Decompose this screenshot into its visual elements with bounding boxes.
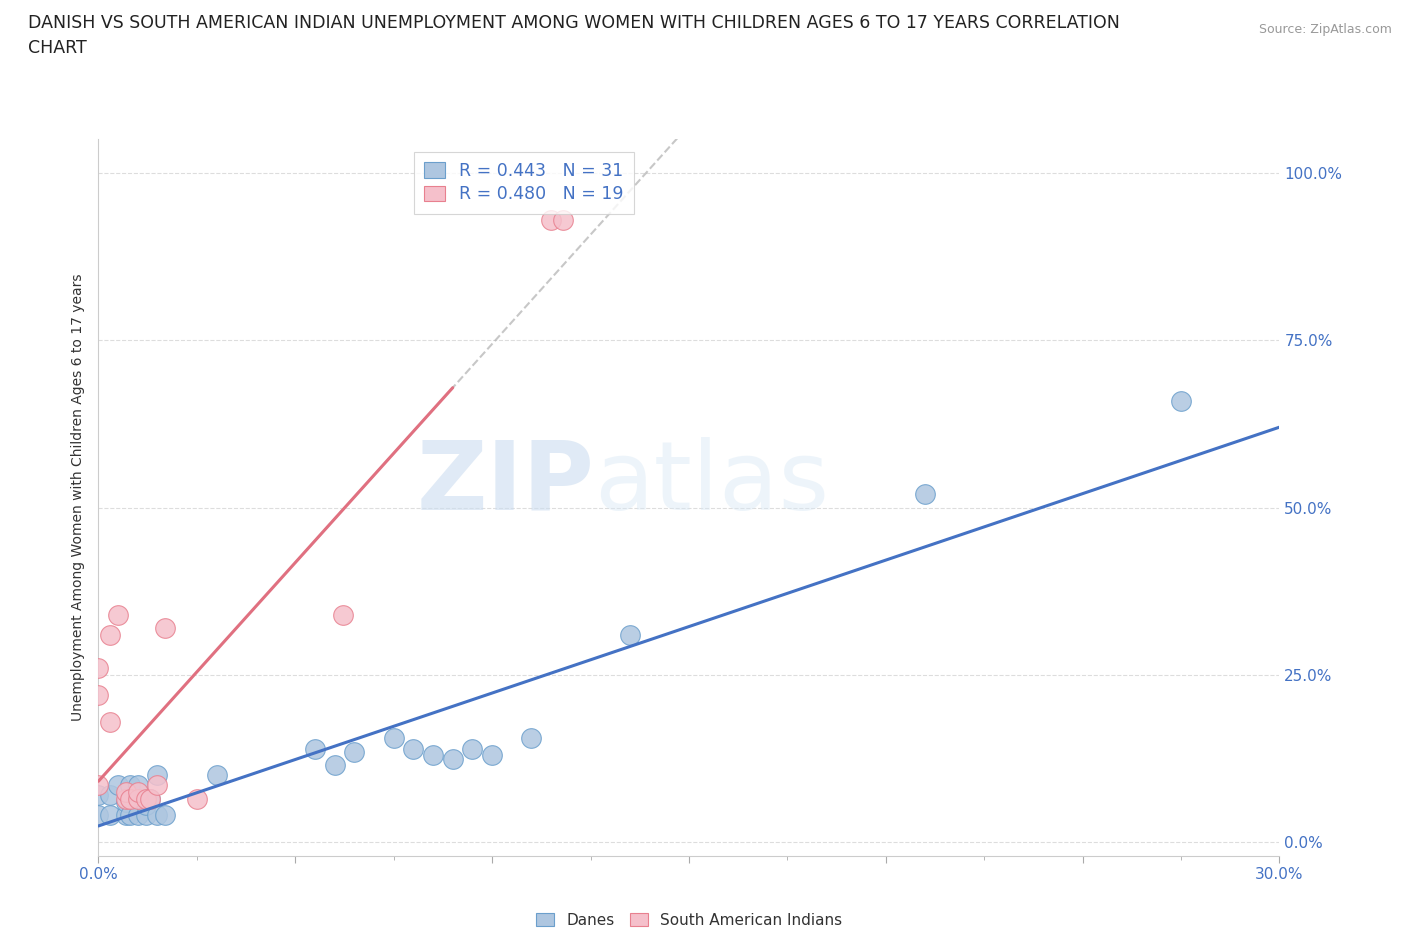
Point [551,212,574,227]
Point [205,768,228,783]
Point [127,785,149,800]
Point [540,212,562,227]
Point [146,777,169,792]
Text: Source: ZipAtlas.com: Source: ZipAtlas.com [1258,23,1392,36]
Point [118,808,141,823]
Point [115,791,138,806]
Point [87,808,110,823]
Point [382,731,405,746]
Point [135,808,157,823]
Point [323,758,346,773]
Point [87,687,110,702]
Point [118,791,141,806]
Point [619,628,641,643]
Point [422,748,444,763]
Text: ZIP: ZIP [416,437,595,530]
Point [115,785,138,800]
Point [138,791,160,806]
Point [98,628,121,643]
Point [127,777,149,792]
Point [135,798,157,813]
Point [481,748,503,763]
Point [127,791,149,806]
Point [155,808,177,823]
Text: atlas: atlas [595,437,830,530]
Text: CHART: CHART [28,39,87,57]
Point [520,731,543,746]
Point [87,777,110,792]
Point [98,788,121,803]
Point [98,808,121,823]
Point [343,744,366,759]
Text: DANISH VS SOUTH AMERICAN INDIAN UNEMPLOYMENT AMONG WOMEN WITH CHILDREN AGES 6 TO: DANISH VS SOUTH AMERICAN INDIAN UNEMPLOY… [28,14,1121,32]
Point [127,808,149,823]
Point [146,808,169,823]
Point [107,607,129,622]
Point [304,741,326,756]
Point [402,741,425,756]
Point [87,788,110,803]
Point [98,714,121,729]
Point [118,777,141,792]
Point [441,751,464,766]
Point [138,791,160,806]
Point [135,791,157,806]
Point [155,620,177,635]
Point [115,808,138,823]
Y-axis label: Unemployment Among Women with Children Ages 6 to 17 years: Unemployment Among Women with Children A… [70,273,84,722]
Point [87,661,110,676]
Point [107,777,129,792]
Point [332,607,354,622]
Point [1170,393,1192,408]
Point [115,794,138,809]
Point [914,486,936,501]
Legend: Danes, South American Indians: Danes, South American Indians [530,907,848,930]
Point [461,741,484,756]
Point [146,768,169,783]
Point [186,791,208,806]
